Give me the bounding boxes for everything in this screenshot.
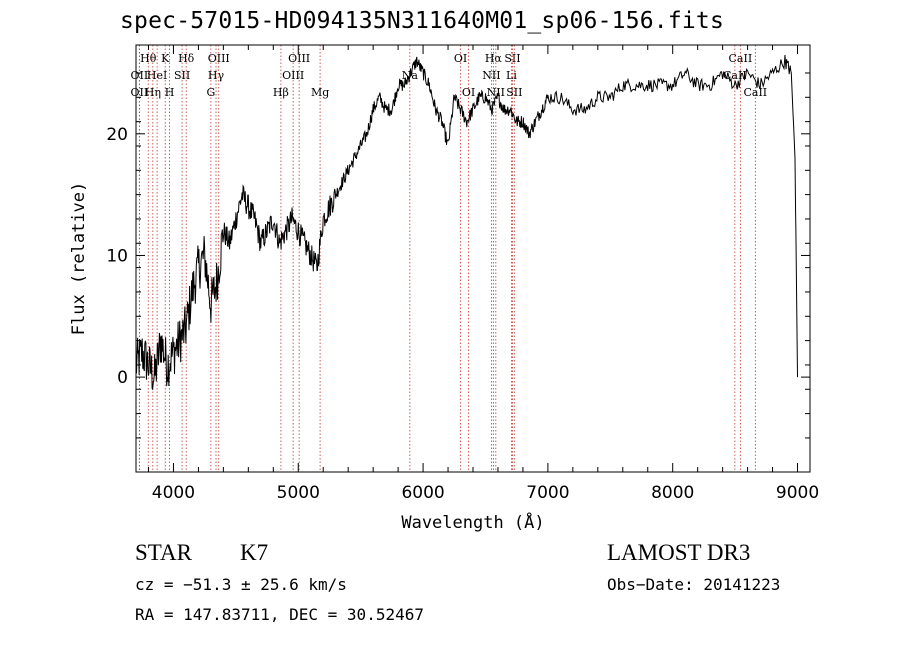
- spectrum-line: [135, 54, 798, 390]
- y-tick-label-2: 20: [106, 125, 128, 145]
- line-label-24: SII: [506, 86, 522, 99]
- line-label-3: Hη: [145, 86, 161, 99]
- line-label-1: OII: [131, 69, 149, 82]
- line-label-23: SII: [504, 52, 520, 65]
- y-tick-label-1: 10: [106, 246, 128, 266]
- line-label-10: Hγ: [208, 69, 225, 82]
- line-label-6: H: [165, 86, 175, 99]
- line-label-12: Hβ: [273, 86, 289, 99]
- line-label-11: OIII: [208, 52, 230, 65]
- x-axis-label: Wavelength (Å): [401, 511, 544, 533]
- line-label-19: NII: [482, 69, 500, 82]
- plot-frame: [135, 44, 811, 473]
- ra-dec: RA = 147.83711, DEC = 30.52467: [135, 605, 424, 624]
- y-axis-label: Flux (relative): [69, 182, 89, 336]
- x-tick-label-4: 8000: [651, 483, 694, 503]
- chart-title: spec-57015-HD094135N311640M01_sp06-156.f…: [120, 8, 725, 34]
- object-subclass: K7: [240, 540, 269, 565]
- object-class: STAR: [135, 540, 192, 565]
- line-label-14: OIII: [288, 52, 310, 65]
- line-label-26: CaII: [729, 52, 753, 65]
- x-tick-label-0: 4000: [152, 483, 195, 503]
- line-label-2: OII: [131, 86, 149, 99]
- line-label-9: G: [206, 86, 215, 99]
- spectrum-chart: HθOIIOIIHηHeIKHSIIHδGHγOIIIHβOIIIOIIIMgN…: [69, 44, 819, 533]
- line-label-8: Hδ: [178, 52, 195, 65]
- line-label-18: OI: [462, 86, 475, 99]
- line-label-5: K: [161, 52, 170, 65]
- line-label-7: SII: [174, 69, 190, 82]
- x-tick-label-1: 5000: [277, 483, 320, 503]
- line-label-4: HeI: [147, 69, 167, 82]
- line-label-27: CaII: [743, 86, 767, 99]
- redshift-cz: cz = −51.3 ± 25.6 km/s: [135, 575, 347, 594]
- survey-label: LAMOST DR3: [607, 540, 751, 565]
- observation-date: Obs−Date: 20141223: [607, 575, 781, 594]
- line-label-15: Mg: [311, 86, 329, 99]
- line-label-20: Hα: [485, 52, 503, 65]
- x-tick-label-5: 9000: [776, 483, 819, 503]
- line-label-17: OI: [454, 52, 467, 65]
- line-label-22: Li: [506, 69, 517, 82]
- y-tick-label-0: 0: [117, 368, 128, 388]
- line-label-0: Hθ: [140, 52, 157, 65]
- line-label-21: NII: [487, 86, 505, 99]
- line-label-13: OIII: [282, 69, 304, 82]
- x-tick-label-2: 6000: [401, 483, 444, 503]
- x-tick-label-3: 7000: [526, 483, 569, 503]
